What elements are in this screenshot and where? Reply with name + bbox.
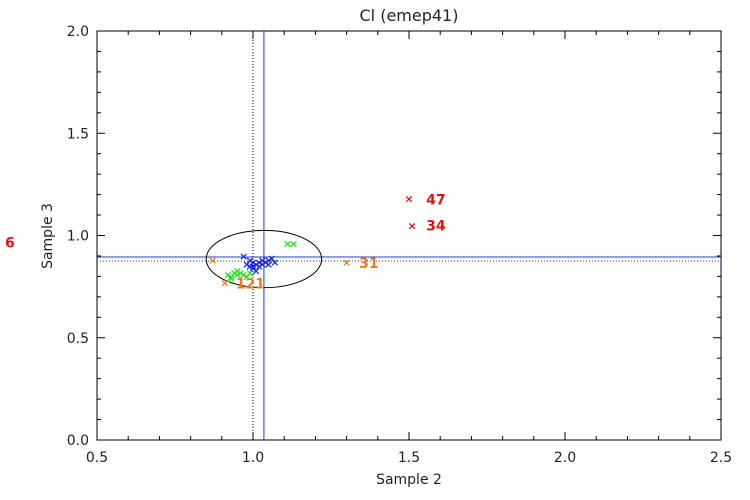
y-axis-title: Sample 3 — [40, 203, 56, 269]
data-point: × — [245, 254, 254, 267]
data-points: ×××××××××××××× ×××××××××××× ××××××××× — [208, 193, 417, 290]
data-point: × — [342, 256, 351, 269]
data-point: × — [245, 266, 254, 279]
point-label: 6 — [5, 236, 15, 252]
data-point: × — [267, 252, 276, 265]
data-point: × — [283, 238, 292, 251]
data-point: × — [264, 254, 273, 267]
data-point: × — [255, 256, 264, 269]
y-tick-label: 2.0 — [67, 24, 89, 40]
x-tick-label: 1.5 — [398, 450, 420, 466]
y-tick-label: 0.0 — [67, 433, 89, 449]
x-tick-label: 0.5 — [86, 450, 108, 466]
reference-lines — [97, 31, 721, 440]
data-point: × — [230, 266, 239, 279]
x-tick-label: 1.0 — [242, 450, 264, 466]
confidence-ellipse — [205, 229, 323, 289]
point-label: 31 — [359, 256, 378, 272]
data-point: × — [233, 268, 242, 281]
axis-ticks: 0.5 1.0 1.5 2.0 2.50.00.51.01.52.0 — [67, 24, 732, 466]
y-tick-label: 1.0 — [67, 229, 89, 245]
data-point: × — [258, 254, 267, 267]
chart-title: Cl (emep41) — [360, 6, 459, 25]
data-point: × — [248, 262, 257, 275]
data-point: × — [289, 238, 298, 251]
data-point: × — [252, 258, 261, 271]
data-point: × — [255, 260, 264, 273]
data-point: × — [239, 268, 248, 281]
point-label: 121 — [236, 277, 265, 293]
data-point: × — [227, 270, 236, 283]
data-point: × — [233, 264, 242, 277]
x-tick-label: 2.0 — [554, 450, 576, 466]
data-point: × — [264, 258, 273, 271]
data-point: × — [239, 250, 248, 263]
data-point: × — [242, 270, 251, 283]
data-point: × — [223, 268, 232, 281]
data-point: × — [245, 260, 254, 273]
data-point: × — [261, 256, 270, 269]
data-point: × — [404, 193, 413, 206]
x-tick-label: 2.5 — [710, 450, 732, 466]
confidence-ellipse-layer — [205, 229, 323, 289]
data-point: × — [227, 272, 236, 285]
data-point: × — [220, 277, 229, 290]
point-label: 47 — [426, 193, 445, 209]
data-point: × — [208, 254, 217, 267]
point-label: 34 — [426, 218, 446, 234]
data-point: × — [248, 260, 257, 273]
y-tick-label: 1.5 — [67, 126, 89, 142]
data-point: × — [258, 258, 267, 271]
data-point: × — [408, 219, 417, 232]
data-point: × — [252, 264, 261, 277]
plot-frame — [96, 30, 722, 441]
data-point: × — [248, 256, 257, 269]
data-point: × — [242, 258, 251, 271]
y-tick-label: 0.5 — [67, 331, 89, 347]
data-point: × — [270, 256, 279, 269]
data-point: × — [236, 266, 245, 279]
point-labels: 47343112162 — [5, 193, 446, 293]
x-axis-title: Sample 2 — [376, 472, 442, 488]
